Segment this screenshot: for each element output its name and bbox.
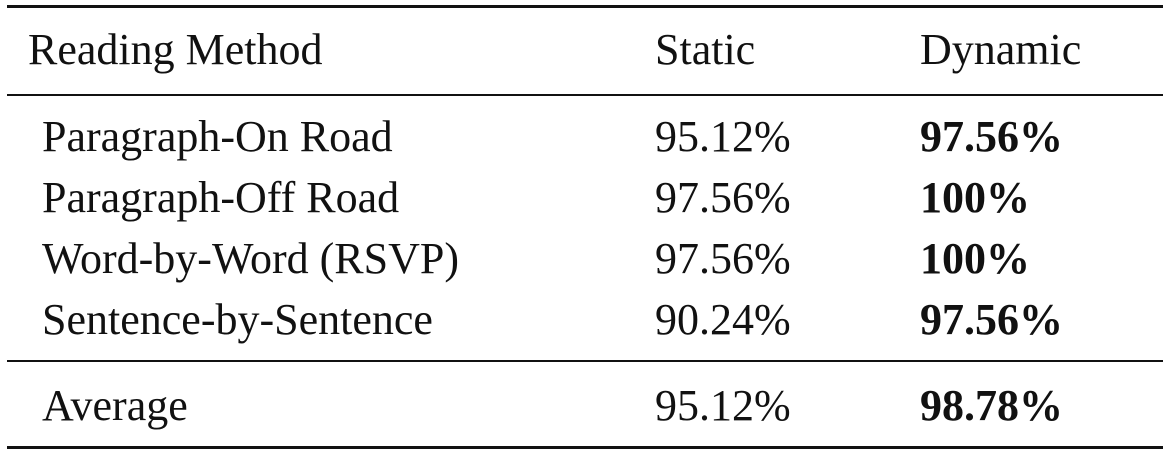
average-static-value: 95.12% (655, 381, 791, 430)
row-static-value: 90.24% (655, 295, 791, 344)
header-row: Reading Method Static Dynamic (0, 20, 1170, 80)
row-method: Sentence-by-Sentence (42, 295, 433, 344)
row-dynamic-value: 100% (920, 173, 1030, 222)
average-row: Average 95.12% 98.78% (0, 376, 1170, 436)
header-dynamic: Dynamic (920, 25, 1082, 74)
row-static-value: 97.56% (655, 234, 791, 283)
row-dynamic-value: 97.56% (920, 295, 1063, 344)
row-method: Paragraph-On Road (42, 112, 393, 161)
header-static: Static (655, 25, 756, 74)
top-rule (7, 5, 1163, 8)
table-row: Sentence-by-Sentence 90.24% 97.56% (0, 290, 1170, 350)
table-row: Paragraph-Off Road 97.56% 100% (0, 168, 1170, 228)
row-dynamic-value: 97.56% (920, 112, 1063, 161)
average-rule (7, 360, 1163, 362)
bottom-rule (7, 446, 1163, 449)
row-method: Paragraph-Off Road (42, 173, 400, 222)
header-rule (7, 94, 1163, 96)
table-row: Paragraph-On Road 95.12% 97.56% (0, 107, 1170, 167)
average-dynamic-value: 98.78% (920, 381, 1063, 430)
row-dynamic-value: 100% (920, 234, 1030, 283)
header-reading-method: Reading Method (28, 25, 323, 74)
table-row: Word-by-Word (RSVP) 97.56% 100% (0, 229, 1170, 289)
average-label: Average (42, 381, 188, 430)
row-method: Word-by-Word (RSVP) (42, 234, 459, 283)
row-static-value: 97.56% (655, 173, 791, 222)
row-static-value: 95.12% (655, 112, 791, 161)
